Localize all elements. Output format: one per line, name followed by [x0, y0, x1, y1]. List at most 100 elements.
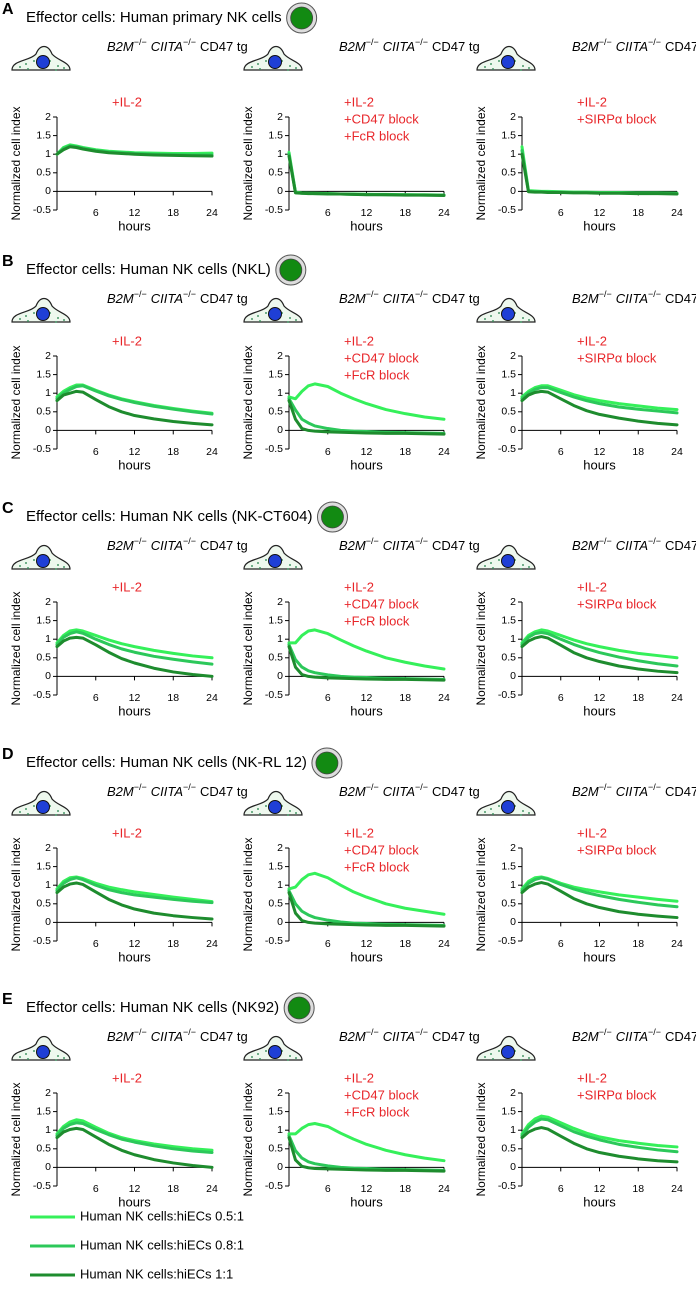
- cell-label-part: CIITA: [151, 1029, 183, 1044]
- x-tick-label: 6: [325, 207, 331, 219]
- cell-nucleus: [36, 1045, 50, 1059]
- panel-letter: C: [2, 500, 14, 517]
- cell-label-part: CIITA: [151, 538, 183, 553]
- cell-label-superscript: −/−: [134, 536, 147, 546]
- y-tick-label: 1.5: [268, 129, 283, 141]
- cell-label-part: CIITA: [616, 538, 648, 553]
- series-line: [55, 145, 214, 158]
- cell-dot: [522, 65, 524, 67]
- treatment-annotation: +FcR block: [344, 128, 410, 143]
- x-axis-label: hours: [350, 457, 383, 472]
- cell-label-part: B2M: [572, 39, 599, 54]
- x-axis-label: hours: [118, 703, 151, 718]
- cell-dot: [33, 559, 35, 561]
- y-tick-label: 0: [45, 670, 51, 682]
- y-tick-label: 0: [510, 916, 516, 928]
- effector-cell-core: [279, 258, 303, 282]
- cell-dot: [492, 813, 494, 815]
- series-line: [520, 152, 679, 196]
- cell-dot: [287, 814, 289, 816]
- y-tick-label: 1.5: [36, 129, 51, 141]
- cell-dot: [490, 562, 492, 564]
- cell-label-superscript: −/−: [599, 37, 612, 47]
- cell-dot: [19, 565, 21, 567]
- y-tick-label: 0: [510, 1161, 516, 1173]
- panel-title: Effector cells: Human NK cells (NK-RL 12…: [26, 754, 307, 771]
- cell-label-part: CD47 tg: [432, 1029, 480, 1044]
- y-tick-label: 2: [45, 842, 51, 854]
- x-axis-label: hours: [118, 218, 151, 233]
- cell-dot: [63, 566, 65, 568]
- x-axis-label: hours: [118, 457, 151, 472]
- y-tick-label: 0.5: [268, 1143, 283, 1155]
- y-tick-label: -0.5: [33, 443, 51, 455]
- x-tick-label: 12: [594, 446, 606, 458]
- x-axis-label: hours: [118, 949, 151, 964]
- cell-nucleus: [501, 307, 515, 321]
- cell-dot: [25, 1053, 27, 1055]
- y-tick-label: 1: [277, 879, 283, 891]
- cell-label: B2M−/−CIITA−/−CD47 tg: [339, 289, 480, 306]
- cell-dot: [287, 321, 289, 323]
- y-tick-label: 1.5: [268, 860, 283, 872]
- cell-label-part: B2M: [107, 291, 134, 306]
- y-tick-label: 2: [510, 842, 516, 854]
- cell-dot: [492, 567, 494, 569]
- cell-label: B2M−/−CIITA−/−CD47 tg: [339, 37, 480, 54]
- cell-dot: [27, 68, 29, 70]
- cell-label: B2M−/−CIITA−/−CD47 tg: [572, 289, 696, 306]
- y-tick-label: 0.5: [36, 167, 51, 179]
- y-tick-label: 0.5: [36, 898, 51, 910]
- treatment-annotation: +IL-2: [344, 579, 374, 594]
- cell-label-part: CD47 tg: [200, 291, 248, 306]
- cell-label-superscript: −/−: [183, 782, 196, 792]
- cell-label-superscript: −/−: [415, 782, 428, 792]
- treatment-annotation: +IL-2: [344, 825, 374, 840]
- cell-label-part: CD47 tg: [432, 39, 480, 54]
- y-tick-label: 2: [277, 842, 283, 854]
- cell-dot: [55, 814, 57, 816]
- cell-label: B2M−/−CIITA−/−CD47 tg: [572, 37, 696, 54]
- y-tick-label: 1.5: [268, 368, 283, 380]
- effector-cell-core: [287, 996, 311, 1020]
- x-tick-label: 6: [325, 1183, 331, 1195]
- cell-dot: [498, 312, 500, 314]
- cell-dot: [251, 318, 253, 320]
- cell-dot: [295, 67, 297, 69]
- cell-nucleus: [36, 554, 50, 568]
- y-tick-label: -0.5: [265, 689, 283, 701]
- x-tick-label: 24: [206, 446, 218, 458]
- y-tick-label: -0.5: [265, 204, 283, 216]
- panel-title: Effector cells: Human NK cells (NKL): [26, 261, 271, 278]
- x-tick-label: 24: [206, 1183, 218, 1195]
- x-tick-label: 24: [438, 938, 450, 950]
- cell-label-superscript: −/−: [415, 1027, 428, 1037]
- y-tick-label: 1: [277, 148, 283, 160]
- x-tick-label: 18: [167, 446, 179, 458]
- cell-label: B2M−/−CIITA−/−CD47 tg: [339, 1027, 480, 1044]
- y-tick-label: 0: [277, 424, 283, 436]
- cell-dot: [257, 562, 259, 564]
- cell-dot: [295, 812, 297, 814]
- y-tick-label: 2: [277, 111, 283, 123]
- cell-label: B2M−/−CIITA−/−CD47 tg: [107, 536, 248, 553]
- treatment-annotation: +IL-2: [577, 94, 607, 109]
- treatment-annotation: +SIRPα block: [577, 596, 657, 611]
- x-tick-label: 6: [558, 938, 564, 950]
- y-tick-label: 1.5: [501, 1105, 516, 1117]
- panel-letter: D: [2, 746, 14, 763]
- treatment-annotation: +IL-2: [344, 1070, 374, 1085]
- cell-dot: [492, 68, 494, 70]
- y-axis-label: Normalized cell index: [474, 345, 488, 459]
- cell-label-part: CD47 tg: [200, 538, 248, 553]
- y-tick-label: 0: [277, 1161, 283, 1173]
- y-tick-label: 2: [45, 596, 51, 608]
- cell-dot: [295, 1057, 297, 1059]
- cell-nucleus: [268, 554, 282, 568]
- x-tick-label: 18: [167, 692, 179, 704]
- cell-dot: [251, 1056, 253, 1058]
- treatment-annotation: +IL-2: [344, 94, 374, 109]
- cell-label-part: CIITA: [383, 39, 415, 54]
- cell-dot: [257, 808, 259, 810]
- x-tick-label: 24: [438, 446, 450, 458]
